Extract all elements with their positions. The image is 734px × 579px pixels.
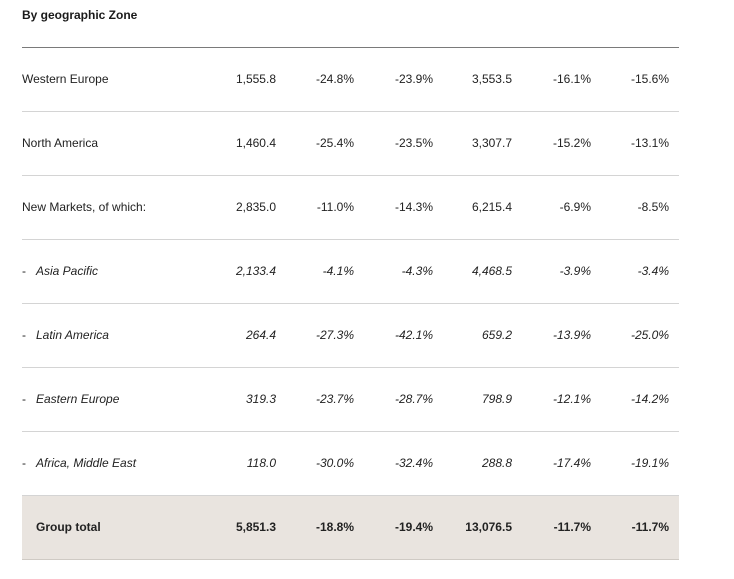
value-cell: -16.1% <box>552 72 591 86</box>
value-cell: -8.5% <box>637 200 669 214</box>
table-row-north-america: North America 1,460.4 -25.4% -23.5% 3,30… <box>22 112 679 176</box>
value-cell: 288.8 <box>481 456 512 470</box>
value-cell: 798.9 <box>481 392 512 406</box>
value-cell: -11.0% <box>316 200 354 214</box>
value-cell: 1,460.4 <box>235 136 276 150</box>
value-cell: 319.3 <box>245 392 276 406</box>
table-heading: By geographic Zone <box>22 8 138 22</box>
value-cell: -17.4% <box>552 456 591 470</box>
row-label: Group total <box>36 520 101 534</box>
row-label: North America <box>22 136 99 150</box>
value-cell: 3,307.7 <box>471 136 512 150</box>
table-row-eastern-europe: - Eastern Europe 319.3 -23.7% -28.7% 798… <box>22 368 679 432</box>
value-cell: -24.8% <box>315 72 354 86</box>
value-cell: -4.1% <box>322 264 354 278</box>
value-cell: 118.0 <box>246 456 276 470</box>
value-cell: -13.1% <box>630 136 669 150</box>
value-cell: -3.9% <box>559 264 591 278</box>
sub-item-dash: - <box>22 328 26 342</box>
value-cell: -32.4% <box>394 456 433 470</box>
sub-item-dash: - <box>22 456 26 470</box>
value-cell: -23.7% <box>315 392 354 406</box>
value-cell: -23.9% <box>394 72 433 86</box>
value-cell: 264.4 <box>245 328 276 342</box>
value-cell: -25.4% <box>315 136 354 150</box>
value-cell: 2,835.0 <box>235 200 276 214</box>
value-cell: 3,553.5 <box>471 72 512 86</box>
value-cell: -42.1% <box>394 328 433 342</box>
value-cell: -4.3% <box>401 264 433 278</box>
value-cell: -11.7% <box>631 520 669 534</box>
value-cell: -25.0% <box>630 328 669 342</box>
value-cell: -18.8% <box>315 520 354 534</box>
value-cell: -3.4% <box>637 264 669 278</box>
row-label: Eastern Europe <box>36 392 120 406</box>
value-cell: 2,133.4 <box>235 264 276 278</box>
row-label: Asia Pacific <box>36 264 99 278</box>
table-row-new-markets: New Markets, of which: 2,835.0 -11.0% -1… <box>22 176 679 240</box>
value-cell: -6.9% <box>559 200 591 214</box>
value-cell: -30.0% <box>315 456 354 470</box>
row-label: Western Europe <box>22 72 109 86</box>
value-cell: -19.1% <box>630 456 669 470</box>
table-row-asia-pacific: - Asia Pacific 2,133.4 -4.1% -4.3% 4,468… <box>22 240 679 304</box>
sub-item-dash: - <box>22 392 26 406</box>
value-cell: 5,851.3 <box>235 520 276 534</box>
value-cell: -15.2% <box>552 136 591 150</box>
value-cell: -23.5% <box>394 136 433 150</box>
value-cell: -12.1% <box>552 392 591 406</box>
value-cell: -19.4% <box>394 520 433 534</box>
value-cell: -11.7% <box>553 520 591 534</box>
table-row-latin-america: - Latin America 264.4 -27.3% -42.1% 659.… <box>22 304 679 368</box>
value-cell: 4,468.5 <box>471 264 512 278</box>
value-cell: 659.2 <box>481 328 512 342</box>
value-cell: -14.3% <box>394 200 433 214</box>
table-row-western-europe: Western Europe 1,555.8 -24.8% -23.9% 3,5… <box>22 48 679 112</box>
value-cell: 13,076.5 <box>465 520 512 534</box>
table-row-group-total: Group total 5,851.3 -18.8% -19.4% 13,076… <box>22 496 679 560</box>
value-cell: -28.7% <box>394 392 433 406</box>
value-cell: -14.2% <box>630 392 669 406</box>
geographic-zone-table: Western Europe 1,555.8 -24.8% -23.9% 3,5… <box>22 47 679 560</box>
row-label: New Markets, of which: <box>22 200 147 214</box>
value-cell: 6,215.4 <box>471 200 512 214</box>
value-cell: -27.3% <box>315 328 354 342</box>
value-cell: -15.6% <box>630 72 669 86</box>
table-row-africa-middle-east: - Africa, Middle East 118.0 -30.0% -32.4… <box>22 432 679 496</box>
value-cell: -13.9% <box>552 328 591 342</box>
value-cell: 1,555.8 <box>235 72 276 86</box>
row-label: Africa, Middle East <box>36 456 137 470</box>
sub-item-dash: - <box>22 264 26 278</box>
row-label: Latin America <box>36 328 109 342</box>
